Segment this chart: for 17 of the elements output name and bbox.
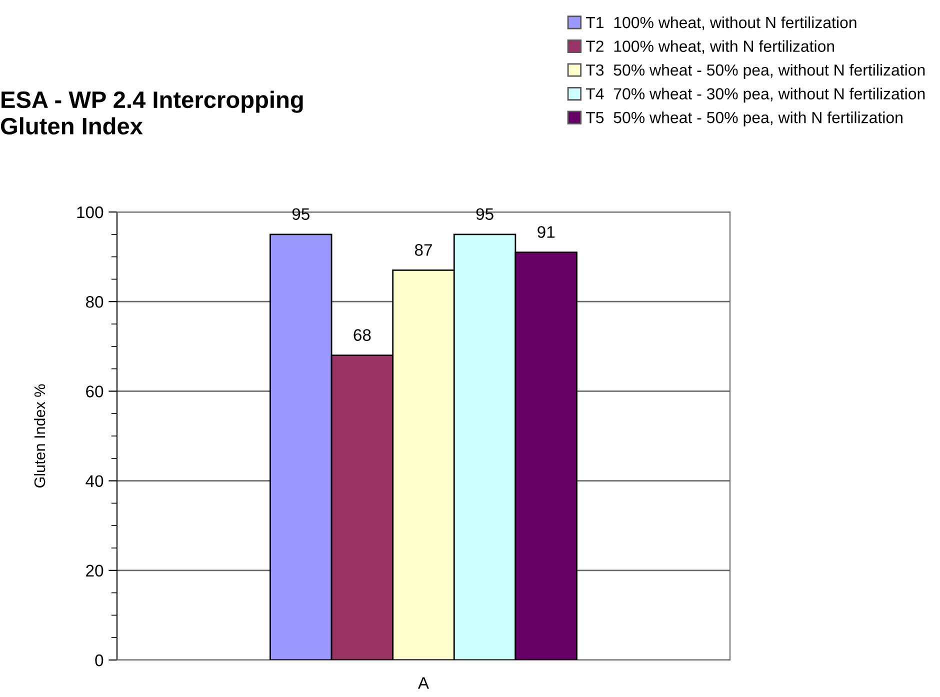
data-label: 91 — [538, 226, 555, 238]
x-tick-label: A — [418, 677, 430, 689]
legend-label: T2 100% wheat, with N fertilization — [586, 40, 834, 54]
y-tick-label: 60 — [86, 386, 104, 398]
y-axis-title: Gluten Index % — [34, 384, 46, 488]
y-tick-label: 20 — [86, 564, 104, 577]
legend-label: T4 70% wheat - 30% pea, without N fertilization — [586, 88, 925, 103]
legend-label: T5 50% wheat - 50% pea, with N fertilization — [586, 111, 902, 126]
y-tick-label: 100 — [77, 206, 104, 218]
y-tick-label: 80 — [86, 296, 104, 308]
legend-label: T1 100% wheat, without N fertilization — [586, 16, 856, 30]
data-label: 68 — [354, 329, 371, 341]
y-tick-label: 0 — [95, 654, 104, 666]
legend-label: T3 50% wheat - 50% pea, without N fertilization — [586, 64, 925, 79]
y-tick-label: 40 — [86, 475, 104, 488]
chart-title: ESA - WP 2.4 Intercropping Gluten Index — [0, 90, 303, 135]
data-label: 87 — [414, 244, 432, 256]
